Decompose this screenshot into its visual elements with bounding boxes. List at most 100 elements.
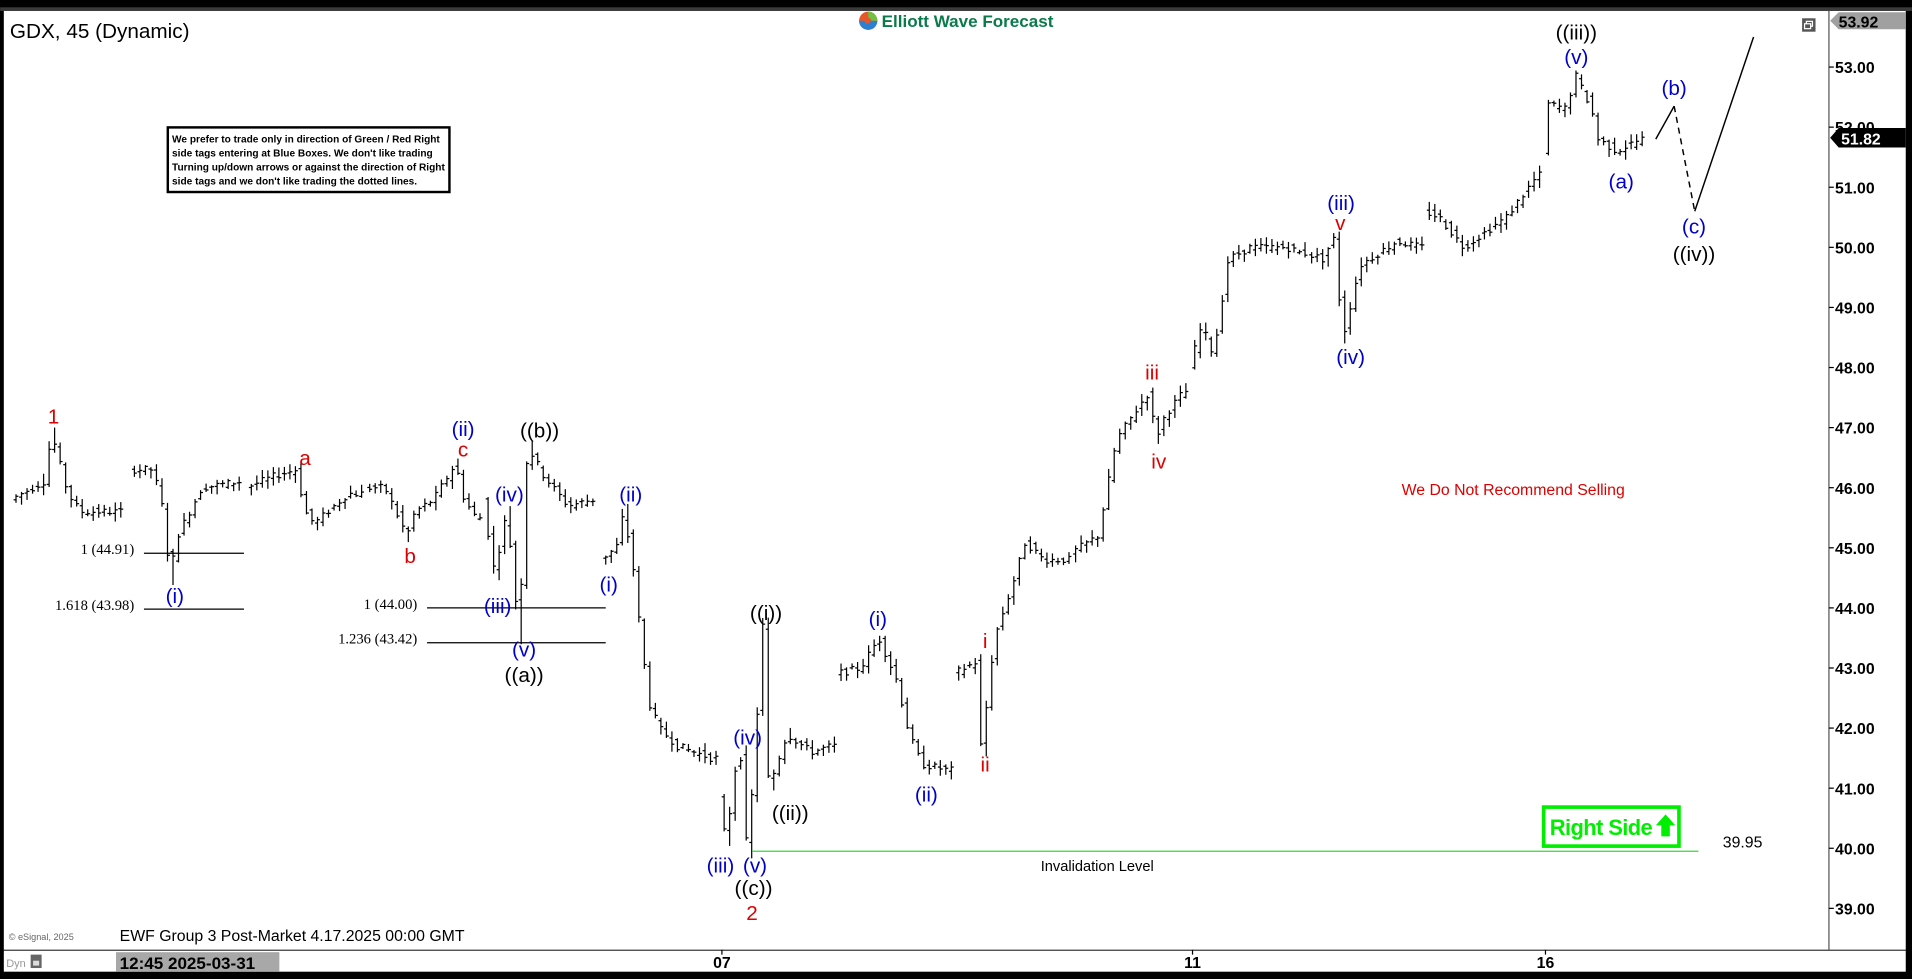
- price-bar: [1386, 241, 1392, 255]
- price-bar: [754, 707, 760, 803]
- price-bar: [1380, 243, 1386, 255]
- price-bar: [472, 501, 477, 517]
- fib-level-label: 1.236 (43.42): [338, 632, 417, 648]
- wave-label: (i): [166, 585, 184, 608]
- price-bar: [1634, 134, 1640, 150]
- price-tick-label: 47.00: [1835, 421, 1875, 438]
- price-bar: [214, 479, 220, 495]
- price-bar: [142, 465, 148, 476]
- price-bar: [353, 490, 359, 498]
- wave-label: ((b)): [520, 419, 559, 442]
- price-bar: [1236, 244, 1242, 260]
- price-bar: [1437, 209, 1443, 223]
- price-bar: [798, 740, 804, 751]
- price-bar: [573, 499, 579, 511]
- price-bar: [348, 485, 354, 499]
- notice-line: We prefer to trade only in direction of …: [172, 135, 440, 146]
- price-bar: [63, 462, 69, 494]
- price-bar: [1557, 98, 1562, 113]
- wave-label: (i): [599, 574, 617, 597]
- price-bar: [1432, 203, 1438, 223]
- price-bar: [422, 498, 428, 512]
- price-tick-label: 39.00: [1835, 901, 1875, 918]
- fib-levels: 1 (44.91) 1.618 (43.98) 1 (44.00) 1.236 (43…: [55, 542, 606, 648]
- price-bar: [159, 478, 165, 507]
- wave-label: ii: [981, 753, 990, 776]
- price-bar: [782, 739, 788, 765]
- price-bar: [1275, 241, 1280, 256]
- price-bar: [1504, 210, 1509, 230]
- price-bar: [298, 462, 304, 498]
- price-bar: [658, 717, 664, 735]
- price-bar: [1197, 323, 1203, 359]
- price-bar: [433, 485, 439, 511]
- price-bar: [893, 658, 899, 683]
- price-bar: [1078, 535, 1084, 553]
- price-bar: [844, 667, 849, 681]
- no-selling-annotation: We Do Not Recommend Selling: [1402, 482, 1625, 499]
- fib-level-label: 1 (44.00): [364, 597, 418, 613]
- price-bar: [1454, 225, 1460, 243]
- price-bar: [1263, 237, 1269, 254]
- price-bar: [259, 469, 265, 488]
- right-side-tag: Right Side: [1541, 805, 1681, 848]
- price-bar: [994, 627, 1000, 666]
- price-bar: [1095, 536, 1101, 547]
- price-bar: [1551, 100, 1557, 107]
- price-bar: [787, 727, 793, 745]
- wave-label: (v): [512, 639, 536, 662]
- price-bar: [732, 766, 738, 821]
- price-bar: [708, 752, 713, 765]
- price-bar: [342, 498, 348, 509]
- price-axis[interactable]: [1828, 10, 1906, 950]
- wave-label: (iii): [1327, 192, 1355, 215]
- restore-window-icon[interactable]: [1802, 18, 1816, 32]
- price-bar: [1342, 290, 1348, 344]
- price-bar: [1150, 387, 1156, 424]
- price-bar: [52, 427, 58, 453]
- price-bar: [389, 488, 395, 510]
- price-bar: [1509, 205, 1515, 217]
- price-bar: [910, 724, 916, 744]
- price-bar: [455, 458, 461, 475]
- price-bar: [1397, 237, 1403, 247]
- price-tick-label: 46.00: [1835, 481, 1875, 498]
- price-bar: [1000, 606, 1006, 631]
- price-bar: [1005, 594, 1011, 615]
- price-bar: [1493, 216, 1498, 230]
- trading-notice: We prefer to trade only in direction of …: [166, 126, 451, 194]
- price-bar: [652, 702, 658, 719]
- price-bar: [1515, 198, 1520, 214]
- dyn-label: Dyn: [6, 958, 26, 970]
- logo-swirl-blue: [859, 20, 878, 30]
- wave-label: ((c)): [735, 877, 773, 900]
- price-bar: [838, 663, 844, 682]
- right-side-label: Right Side: [1550, 815, 1653, 840]
- time-tick-label: 07: [713, 955, 731, 972]
- price-bar: [1573, 70, 1579, 98]
- price-tick-label: 53.00: [1835, 60, 1875, 77]
- price-bar: [79, 499, 85, 519]
- time-axis[interactable]: [3, 950, 1906, 972]
- price-tick-label: 51.00: [1835, 180, 1875, 197]
- price-bar: [491, 525, 497, 574]
- price-bar: [513, 540, 519, 610]
- wave-label: ((i)): [750, 602, 782, 625]
- price-bar: [1402, 241, 1408, 248]
- wave-label: (a): [1609, 171, 1634, 194]
- price-bar: [630, 529, 636, 577]
- price-bar: [209, 485, 215, 494]
- symbol-title: GDX, 45 (Dynamic): [10, 20, 190, 43]
- price-tick-label: 40.00: [1835, 841, 1875, 858]
- price-bar: [669, 731, 675, 752]
- price-bar: [557, 482, 563, 502]
- price-bar: [647, 661, 653, 711]
- price-bar: [535, 452, 541, 466]
- price-bar: [625, 504, 631, 543]
- price-bar: [85, 509, 91, 517]
- price-bar: [1166, 410, 1172, 427]
- cursor-time-readout: 12:45 2025-03-31: [115, 952, 280, 973]
- price-bar: [187, 511, 192, 528]
- lock-icon[interactable]: [30, 954, 42, 969]
- price-bar: [1579, 74, 1584, 90]
